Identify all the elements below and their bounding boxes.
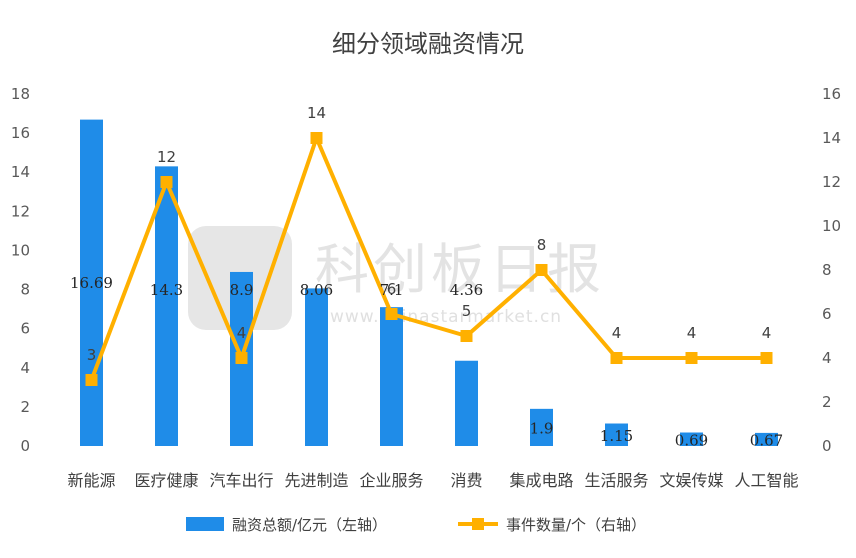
right-tick-label: 10 (822, 217, 841, 235)
series-line (89, 136, 767, 381)
line-value-label: 5 (462, 302, 472, 320)
line-value-label: 4 (687, 324, 697, 342)
category-label: 人工智能 (734, 471, 798, 490)
line-value-label: 12 (157, 148, 176, 166)
right-tick-label: 0 (822, 437, 832, 455)
bar (380, 307, 403, 446)
category-label: 汽车出行 (209, 471, 273, 490)
category-label: 生活服务 (584, 471, 648, 490)
right-tick-label: 16 (822, 85, 841, 103)
line-point (310, 132, 323, 144)
bar-series (80, 119, 778, 447)
bar-value-label: 1.9 (530, 419, 554, 437)
left-axis: 0 2 4 6 8 10 12 14 16 18 (11, 85, 30, 455)
bar-value-label: 0.69 (675, 431, 708, 449)
left-tick-label: 0 (20, 437, 30, 455)
bar (155, 166, 178, 446)
line-value-label: 6 (387, 280, 397, 298)
bar-labels: 16.69 14.3 8.9 8.06 7.1 4.36 1.9 1.15 0.69 0.67 (70, 274, 783, 450)
bar-value-label: 1.15 (600, 427, 633, 445)
category-label: 消费 (450, 471, 482, 490)
bar-value-label: 8.06 (300, 281, 333, 299)
bar (755, 432, 778, 446)
line-value-label: 4 (237, 324, 247, 342)
right-tick-label: 12 (822, 173, 841, 191)
line-value-label: 14 (307, 104, 326, 122)
category-label: 新能源 (67, 471, 115, 490)
left-tick-label: 10 (11, 241, 30, 259)
right-tick-label: 2 (822, 393, 832, 411)
watermark-url: www.chinastarmarket.cn (330, 307, 562, 327)
line-value-label: 8 (537, 236, 547, 254)
right-tick-label: 4 (822, 349, 832, 367)
left-tick-label: 6 (20, 320, 30, 338)
line-point (460, 330, 473, 342)
line-point (610, 352, 623, 364)
legend: 融资总额/亿元（左轴） 事件数量/个（右轴） (186, 516, 646, 534)
right-tick-label: 14 (822, 129, 841, 147)
left-tick-label: 18 (11, 85, 30, 103)
bar (605, 423, 628, 446)
line-labels: 3 12 4 14 6 5 8 4 4 4 (87, 104, 772, 364)
bar (305, 288, 328, 446)
category-label: 集成电路 (509, 471, 573, 490)
line-point (535, 264, 548, 276)
legend-line-marker (472, 518, 484, 530)
line-value-label: 3 (87, 346, 97, 364)
category-label: 企业服务 (359, 471, 423, 490)
bar (530, 408, 553, 446)
left-tick-label: 8 (20, 281, 30, 299)
bar-value-label: 0.67 (750, 431, 783, 449)
bar-value-label: 16.69 (70, 274, 113, 292)
bar-value-label: 14.3 (150, 281, 183, 299)
line-value-label: 4 (612, 324, 622, 342)
line-point (760, 352, 773, 364)
category-label: 先进制造 (284, 471, 348, 490)
line-value-label: 4 (762, 324, 772, 342)
line-series (85, 132, 773, 386)
line-point (685, 352, 698, 364)
legend-bar-swatch (186, 517, 224, 531)
bar-value-label: 8.9 (230, 281, 254, 299)
left-tick-label: 12 (11, 202, 30, 220)
right-axis: 0 2 4 6 8 10 12 14 16 (822, 85, 841, 455)
right-tick-label: 8 (822, 261, 832, 279)
category-axis: 新能源 医疗健康 汽车出行 先进制造 企业服务 消费 集成电路 生活服务 文娱传媒 人工智能 (67, 471, 798, 490)
left-tick-label: 14 (11, 163, 30, 181)
bar-value-label: 4.36 (450, 281, 483, 299)
category-label: 文娱传媒 (659, 471, 723, 490)
left-tick-label: 4 (20, 359, 30, 377)
line-point (85, 374, 98, 386)
chart-title: 细分领域融资情况 (332, 30, 524, 58)
line-point (235, 352, 248, 364)
right-tick-label: 6 (822, 305, 832, 323)
line-point (160, 176, 173, 188)
line-point (385, 308, 398, 320)
left-tick-label: 2 (20, 398, 30, 416)
bar-value-label: 7.1 (380, 281, 404, 299)
category-label: 医疗健康 (134, 471, 198, 490)
left-tick-label: 16 (11, 124, 30, 142)
legend-line-label: 事件数量/个（右轴） (506, 516, 646, 534)
bar (680, 432, 703, 446)
bar (455, 360, 478, 446)
legend-bar-label: 融资总额/亿元（左轴） (232, 516, 387, 534)
